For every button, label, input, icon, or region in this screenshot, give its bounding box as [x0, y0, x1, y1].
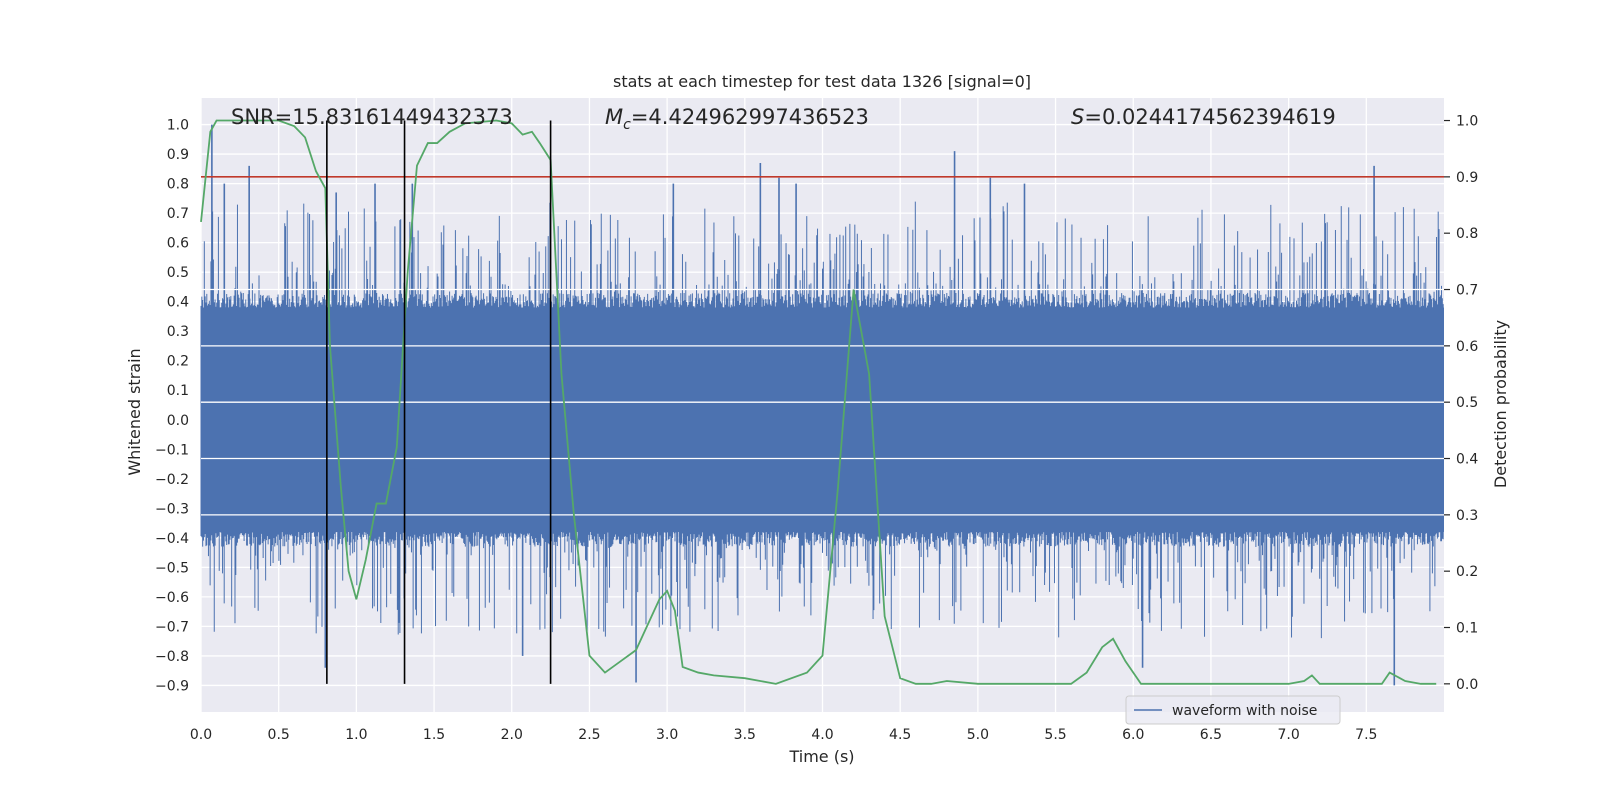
y-tick-label: 1.0 [167, 118, 189, 134]
legend-box [1125, 695, 1341, 725]
chirp-mass-value: =4.424962997436523 [631, 105, 869, 129]
y-tick-label: −0.2 [155, 472, 189, 488]
y-tick-label: 0.1 [167, 383, 189, 399]
chirp-mass-annotation: Mc=4.424962997436523 [605, 105, 869, 133]
y-tick-label: 0.5 [167, 265, 189, 281]
y2-tick-label: 0.5 [1456, 395, 1478, 411]
waveform-line [200, 201, 1444, 639]
x-tick-label: 0.5 [268, 727, 290, 743]
chirp-mass-subscript: c [623, 117, 631, 133]
y-tick-label: −0.6 [155, 590, 189, 606]
x-tick-label: 3.5 [734, 727, 756, 743]
y-tick-label: 0.9 [167, 147, 189, 163]
y2-tick-label: 0.4 [1456, 452, 1478, 468]
y2-tick-label: 0.2 [1456, 564, 1478, 580]
x-tick-label: 4.5 [889, 727, 911, 743]
y-tick-label: 0.3 [167, 324, 189, 340]
y-tick-label: −0.5 [155, 560, 189, 576]
y2-axis-ticks: 1.0 0.9 0.8 0.7 0.6 0.5 0.4 0.3 0.2 0.1 0.0 [1444, 114, 1478, 693]
chart-title: stats at each timestep for test data 132… [613, 72, 1031, 91]
x-tick-label: 1.0 [345, 727, 367, 743]
x-tick-label: 1.5 [423, 727, 445, 743]
y-tick-label: −0.7 [155, 619, 189, 635]
y-tick-label: −0.3 [155, 501, 189, 517]
probability-line [200, 119, 1437, 685]
y2-tick-label: 0.8 [1456, 226, 1478, 242]
y-tick-label: 0.8 [167, 177, 189, 193]
y-tick-label: 0.4 [167, 295, 189, 311]
y-tick-label: 0.7 [167, 206, 189, 222]
x-tick-label: 6.0 [1122, 727, 1144, 743]
y-tick-label: −0.8 [155, 649, 189, 665]
y-tick-label: −0.1 [155, 442, 189, 458]
y2-tick-label: 1.0 [1456, 114, 1478, 130]
y-tick-label: 0.6 [167, 236, 189, 252]
legend-label-waveform: waveform with noise [1172, 703, 1317, 719]
y-tick-label: 0.2 [167, 354, 189, 370]
x-tick-label: 3.0 [656, 727, 678, 743]
y2-tick-label: 0.3 [1456, 508, 1478, 524]
x-tick-label: 0.0 [190, 727, 212, 743]
y-tick-label: 0.0 [167, 413, 189, 429]
y2-tick-label: 0.7 [1456, 283, 1478, 299]
y-axis-title: Whitened strain [125, 348, 144, 475]
y-tick-label: −0.9 [155, 678, 189, 694]
s-annotation: S=0.0244174562394619 [1071, 105, 1336, 129]
y2-tick-label: 0.1 [1456, 621, 1478, 637]
y2-axis-title: Detection probability [1491, 320, 1510, 488]
x-tick-label: 7.0 [1277, 727, 1299, 743]
snr-annotation: SNR=15.83161449432373 [231, 105, 513, 129]
legend: waveform with noise [1125, 695, 1341, 725]
x-axis-title: Time (s) [788, 747, 854, 766]
x-tick-label: 5.5 [1044, 727, 1066, 743]
y-tick-label: −0.4 [155, 531, 189, 547]
chirp-mass-symbol: M [605, 105, 623, 129]
y-axis-ticks: 1.0 0.9 0.8 0.7 0.6 0.5 0.4 0.3 0.2 0.1 0.0 −0.1 −0.… [155, 118, 189, 695]
x-tick-label: 6.5 [1200, 727, 1222, 743]
x-tick-label: 7.5 [1355, 727, 1377, 743]
y2-tick-label: 0.0 [1456, 677, 1478, 693]
x-tick-label: 2.5 [578, 727, 600, 743]
x-tick-label: 5.0 [967, 727, 989, 743]
probability-series [200, 119, 1437, 685]
grid-lines-overlay [201, 288, 1444, 516]
waveform-series [200, 124, 1444, 686]
x-axis-ticks: 0.0 0.5 1.0 1.5 2.0 2.5 3.0 3.5 4.0 4.5 5.0 5.5 6.0 6… [190, 727, 1378, 743]
y2-tick-label: 0.9 [1456, 170, 1478, 186]
s-value: =0.0244174562394619 [1084, 105, 1335, 129]
vertical-markers [326, 120, 552, 684]
x-tick-label: 2.0 [501, 727, 523, 743]
x-tick-label: 4.0 [811, 727, 833, 743]
y2-tick-label: 0.6 [1456, 339, 1478, 355]
s-symbol: S [1071, 105, 1084, 129]
